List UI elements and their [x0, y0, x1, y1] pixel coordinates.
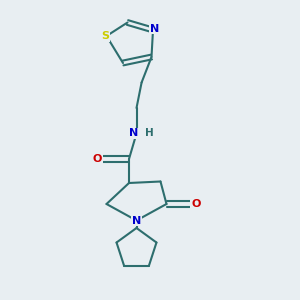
Text: N: N: [150, 23, 159, 34]
Text: S: S: [101, 31, 109, 41]
Text: O: O: [191, 199, 201, 209]
Text: O: O: [93, 154, 102, 164]
Text: N: N: [129, 128, 138, 139]
Text: N: N: [132, 215, 141, 226]
Text: H: H: [145, 128, 154, 138]
